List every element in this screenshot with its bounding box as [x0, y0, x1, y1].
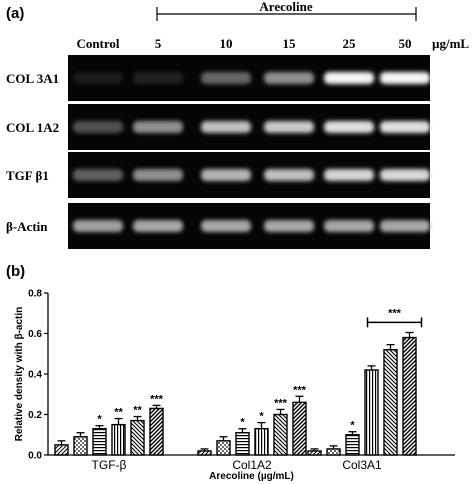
blot-row: TGF β1	[6, 152, 430, 198]
bar	[364, 369, 379, 456]
significance-label: **	[114, 407, 123, 419]
blot-row: COL 3A1	[6, 55, 430, 101]
bar	[307, 450, 322, 456]
blot-row-label: COL 3A1	[6, 71, 59, 86]
blot-band	[133, 72, 183, 84]
bar	[402, 336, 417, 456]
blot-band	[133, 121, 183, 133]
lane-label: 25	[343, 36, 357, 51]
lane-label: 10	[220, 36, 233, 51]
bar	[273, 413, 288, 456]
bar	[73, 436, 88, 456]
panel-a-label: (a)	[6, 5, 24, 22]
blot-band	[201, 220, 251, 232]
blot-band	[380, 72, 430, 84]
blot-band	[380, 169, 430, 181]
y-tick-label: 0.0	[28, 451, 42, 462]
bar	[326, 448, 341, 456]
blot-row-label: TGF β1	[6, 168, 49, 183]
y-axis-label: Relative density with β-actin	[14, 307, 25, 441]
x-axis-label: Arecoline (µg/mL)	[209, 471, 294, 482]
category-label: Col1A2	[232, 458, 272, 472]
blot-band	[380, 121, 430, 133]
panel-b-label: (b)	[6, 263, 25, 280]
bar	[111, 423, 126, 456]
blot-row: COL 1A2	[6, 104, 430, 150]
significance-label: ***	[150, 393, 164, 405]
bar	[130, 419, 145, 456]
bar	[92, 427, 107, 456]
blot-band	[133, 220, 183, 232]
bar	[383, 349, 398, 456]
bar	[345, 434, 360, 456]
blot-row-label: COL 1A2	[6, 120, 59, 135]
blot-band	[264, 121, 314, 133]
significance-label: *	[350, 420, 355, 432]
arecoline-label: Arecoline	[259, 0, 312, 14]
significance-label: *	[259, 411, 264, 423]
bracket-significance-label: ***	[388, 307, 402, 319]
bar	[292, 401, 307, 456]
blot-band	[324, 121, 374, 133]
significance-label: ***	[293, 384, 307, 396]
lane-label: 50	[399, 36, 412, 51]
lane-label: 5	[155, 36, 162, 51]
y-tick-label: 0.6	[28, 329, 42, 340]
blot-band	[73, 220, 123, 232]
significance-label: **	[133, 405, 142, 417]
lane-labels: Control 5 10 15 25 50	[76, 36, 411, 51]
y-tick-label: 0.4	[28, 370, 42, 381]
significance-label: ***	[274, 397, 288, 409]
blot-row: β-Actin	[6, 203, 430, 249]
y-tick-label: 0.2	[28, 410, 42, 421]
blot-band	[324, 169, 374, 181]
unit-label: µg/mL	[432, 36, 469, 51]
blot-band	[324, 72, 374, 84]
blot-band	[264, 72, 314, 84]
lane-label: 15	[283, 36, 297, 51]
bar	[197, 450, 212, 456]
significance-label: *	[97, 414, 102, 426]
y-tick-label: 0.8	[28, 289, 42, 300]
blot-band	[264, 220, 314, 232]
blot-band	[201, 169, 251, 181]
blot-band	[73, 121, 123, 133]
bar	[216, 440, 231, 456]
bar	[149, 407, 164, 456]
category-label: TGF-β	[92, 458, 127, 472]
blot-band	[264, 169, 314, 181]
blot-band	[201, 72, 251, 84]
blot-band	[133, 169, 183, 181]
blot-band	[73, 72, 123, 84]
blot-band	[201, 121, 251, 133]
blot-band	[73, 169, 123, 181]
category-label: Col3A1	[342, 458, 382, 472]
western-blots: COL 3A1 COL 1A2 TGF β1 β-Actin	[6, 55, 430, 249]
bar	[254, 427, 269, 456]
significance-label: *	[240, 417, 245, 429]
lane-label: Control	[76, 36, 119, 51]
blot-row-label: β-Actin	[6, 219, 48, 234]
bar	[54, 444, 69, 456]
bar	[235, 432, 250, 456]
blot-band	[324, 220, 374, 232]
blot-band	[380, 220, 430, 232]
